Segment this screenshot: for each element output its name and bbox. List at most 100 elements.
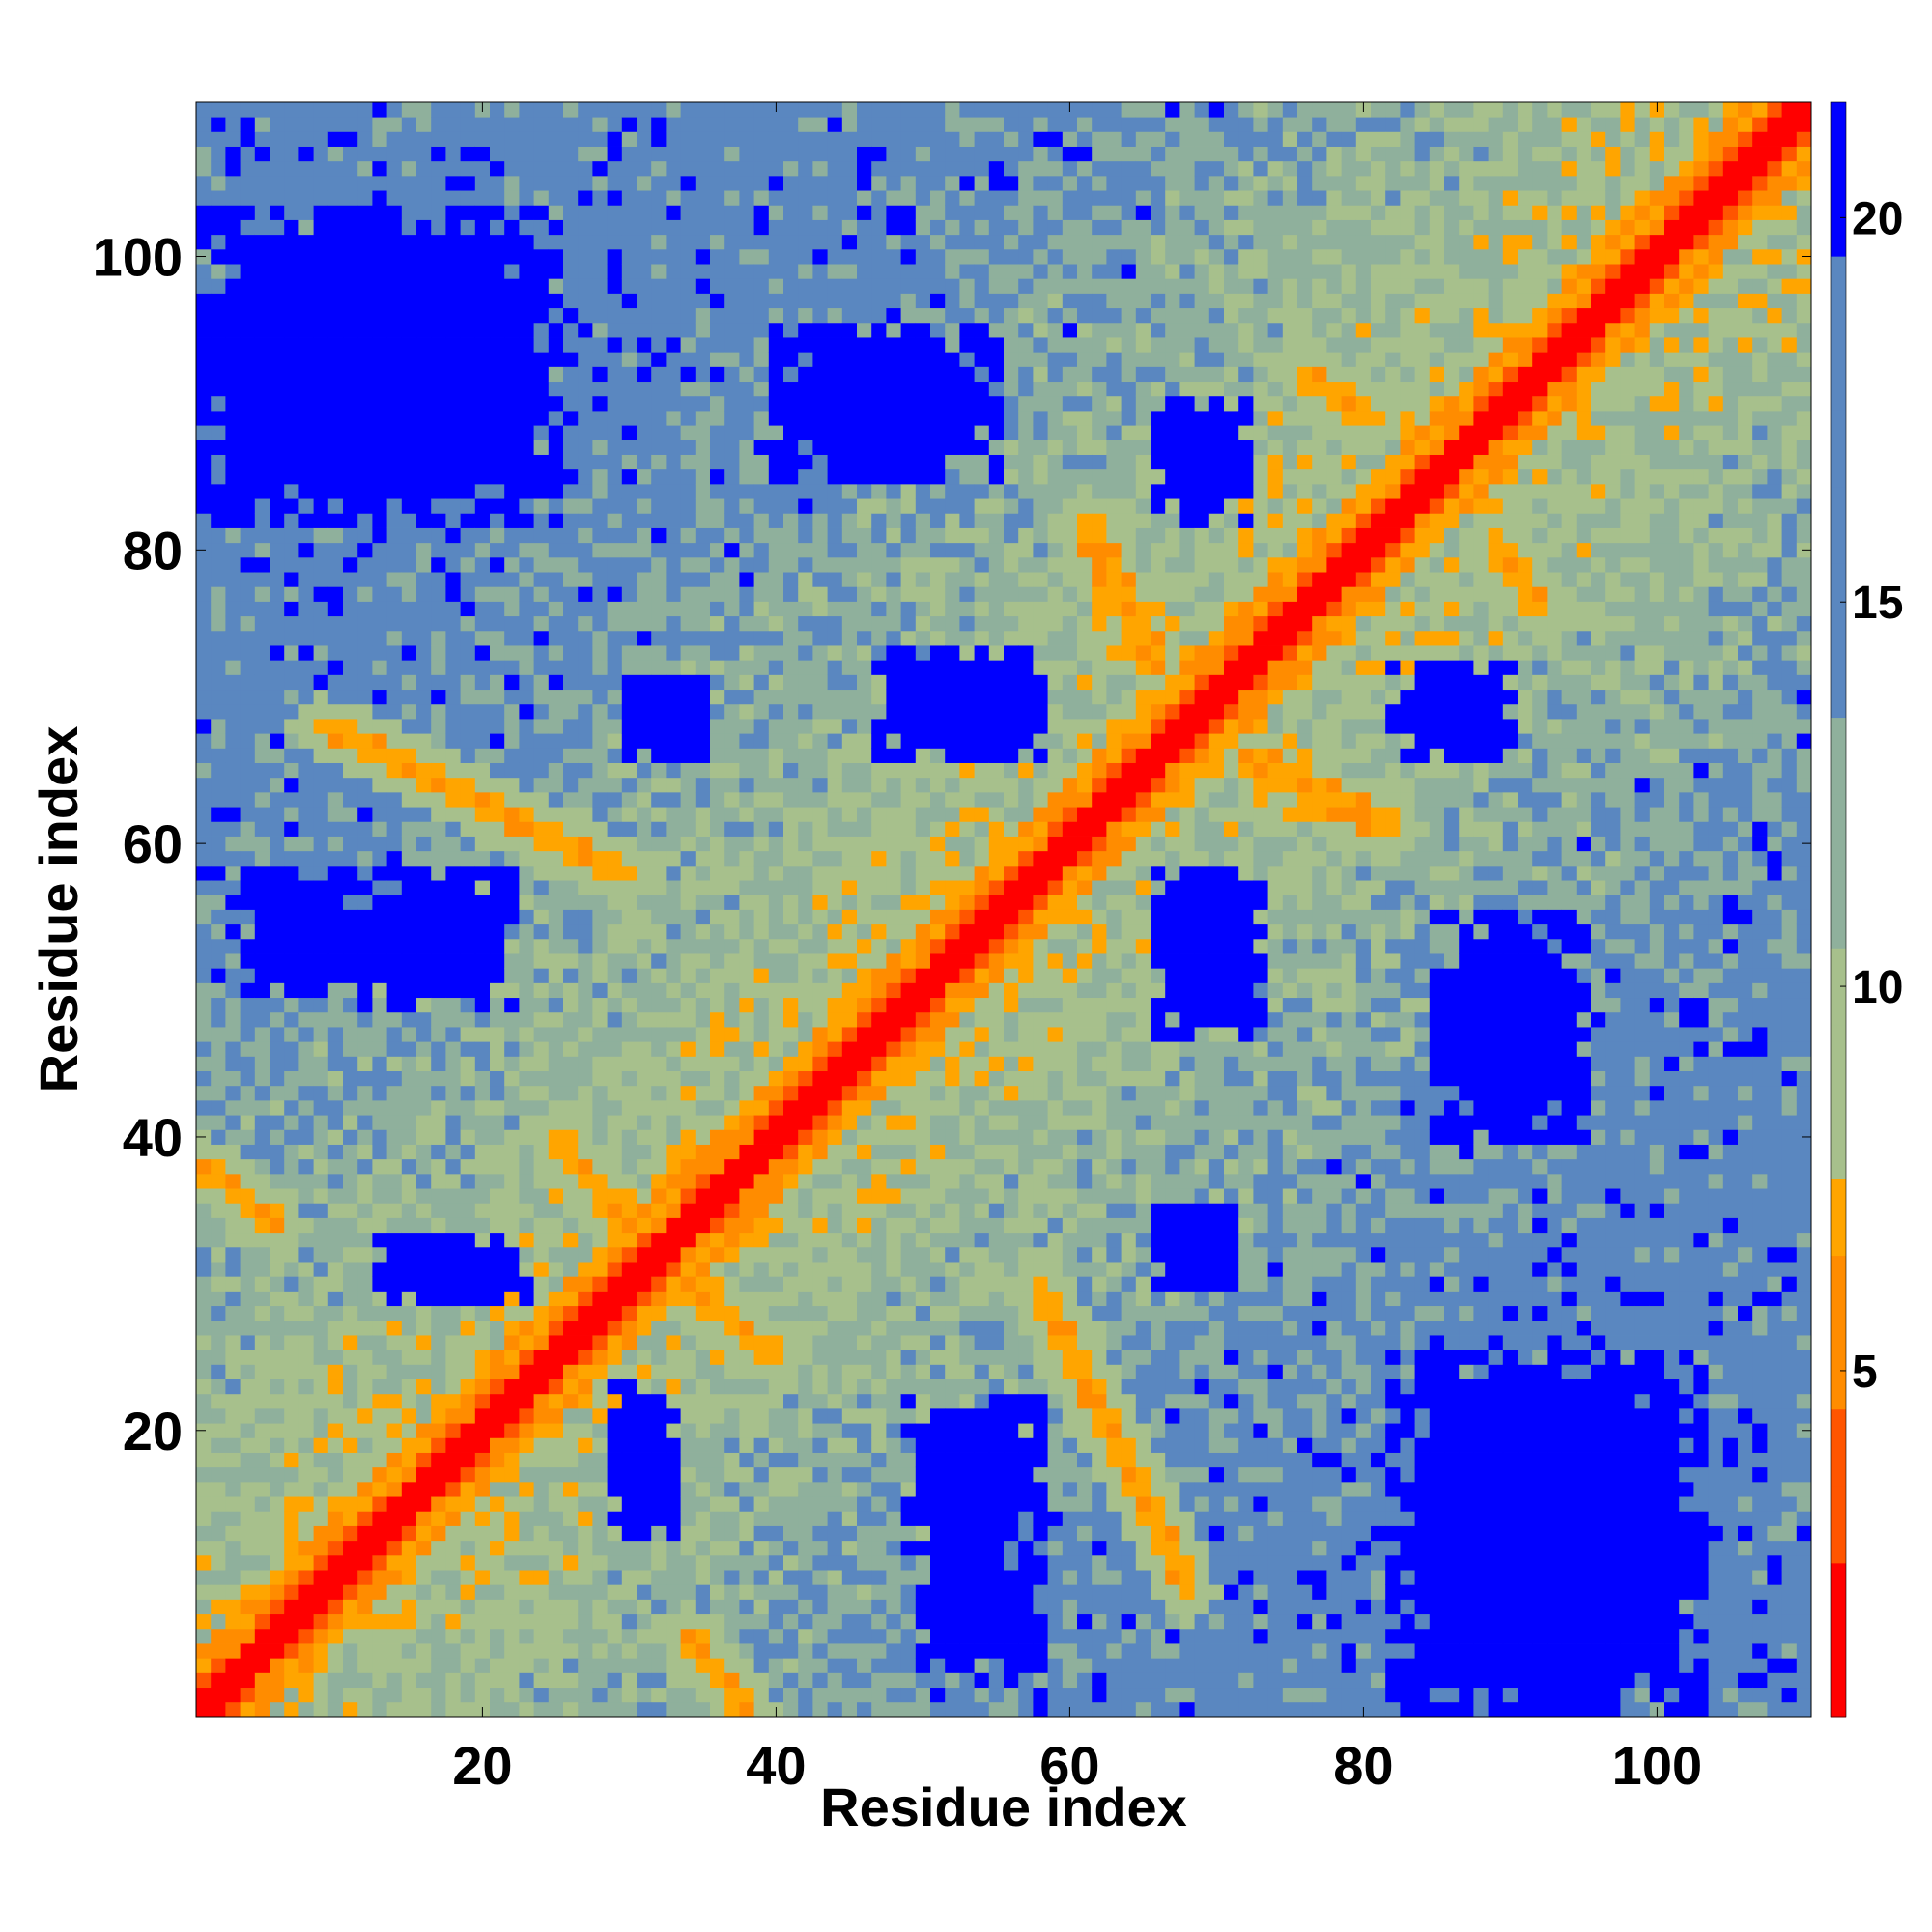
heatmap-cell xyxy=(284,938,299,954)
heatmap-cell xyxy=(563,1276,579,1292)
heatmap-cell xyxy=(474,660,491,675)
heatmap-cell xyxy=(798,1643,813,1659)
heatmap-cell xyxy=(724,1584,740,1600)
heatmap-cell xyxy=(578,411,593,426)
heatmap-cell xyxy=(753,645,770,661)
heatmap-cell xyxy=(431,219,446,236)
heatmap-cell xyxy=(460,1452,476,1468)
heatmap-cell xyxy=(372,102,387,118)
heatmap-cell xyxy=(254,1305,270,1321)
heatmap-cell xyxy=(313,703,329,720)
heatmap-cell xyxy=(445,1554,461,1571)
heatmap-cell xyxy=(445,513,461,528)
heatmap-cell xyxy=(504,498,520,514)
heatmap-cell xyxy=(783,1085,799,1101)
heatmap-cell xyxy=(386,703,403,720)
heatmap-cell xyxy=(533,1613,550,1630)
heatmap-cell xyxy=(431,1099,446,1116)
heatmap-cell xyxy=(225,411,241,426)
heatmap-cell xyxy=(401,1129,417,1145)
heatmap-cell xyxy=(827,791,843,808)
heatmap-cell xyxy=(533,733,550,749)
heatmap-cell xyxy=(416,703,432,720)
heatmap-cell xyxy=(298,1173,314,1189)
heatmap-cell xyxy=(783,1378,799,1395)
heatmap-cell xyxy=(798,880,813,895)
heatmap-cell xyxy=(783,322,799,338)
heatmap-cell xyxy=(284,733,299,749)
heatmap-cell xyxy=(519,1099,534,1116)
heatmap-cell xyxy=(519,513,534,528)
heatmap-cell xyxy=(621,556,638,573)
heatmap-cell xyxy=(783,1246,799,1263)
heatmap-cell xyxy=(563,1437,579,1453)
heatmap-cell xyxy=(284,1056,299,1071)
heatmap-cell xyxy=(827,1393,843,1409)
heatmap-cell xyxy=(651,1203,667,1218)
heatmap-cell xyxy=(460,248,476,265)
heatmap-cell xyxy=(827,1672,843,1689)
heatmap-cell xyxy=(651,572,667,587)
heatmap-cell xyxy=(372,1511,387,1526)
heatmap-cell xyxy=(313,586,329,602)
heatmap-cell xyxy=(710,1291,725,1307)
heatmap-cell xyxy=(666,674,681,691)
heatmap-cell xyxy=(225,968,241,983)
heatmap-cell xyxy=(724,1276,740,1292)
heatmap-cell xyxy=(680,513,696,528)
heatmap-cell xyxy=(563,1115,579,1130)
heatmap-cell xyxy=(416,1115,432,1130)
heatmap-cell xyxy=(621,1011,638,1028)
heatmap-cell xyxy=(563,160,579,177)
heatmap-cell xyxy=(724,1027,740,1042)
heatmap-cell xyxy=(710,307,725,324)
heatmap-cell xyxy=(460,1291,476,1307)
heatmap-cell xyxy=(724,278,740,294)
heatmap-cell xyxy=(445,337,461,353)
heatmap-cell xyxy=(460,483,476,499)
heatmap-cell xyxy=(768,513,784,528)
heatmap-cell xyxy=(637,513,652,528)
heatmap-cell xyxy=(533,542,550,558)
heatmap-cell xyxy=(225,1481,241,1497)
heatmap-cell xyxy=(812,248,828,265)
heatmap-cell xyxy=(783,748,799,763)
heatmap-cell xyxy=(313,190,329,206)
heatmap-cell xyxy=(313,1364,329,1380)
heatmap-cell xyxy=(298,1628,314,1644)
heatmap-cell xyxy=(372,498,387,514)
heatmap-cell xyxy=(724,572,740,587)
heatmap-cell xyxy=(857,1407,872,1424)
heatmap-cell xyxy=(592,997,608,1013)
heatmap-cell xyxy=(211,836,226,852)
heatmap-cell xyxy=(211,1613,226,1630)
heatmap-cell xyxy=(592,1320,608,1336)
heatmap-cell xyxy=(533,1393,550,1409)
heatmap-cell xyxy=(254,1173,270,1189)
heatmap-cell xyxy=(739,1011,754,1028)
heatmap-cell xyxy=(739,307,754,324)
heatmap-cell xyxy=(270,1452,285,1468)
heatmap-cell xyxy=(504,381,520,397)
heatmap-cell xyxy=(490,674,505,691)
heatmap-cell xyxy=(445,117,461,132)
heatmap-cell xyxy=(431,146,446,162)
heatmap-cell xyxy=(607,1291,623,1307)
heatmap-cell xyxy=(225,880,241,895)
heatmap-cell xyxy=(519,1423,534,1438)
heatmap-cell xyxy=(474,1407,491,1424)
heatmap-cell xyxy=(666,1570,681,1585)
heatmap-cell xyxy=(724,1423,740,1438)
heatmap-cell xyxy=(416,248,432,265)
heatmap-cell xyxy=(637,264,652,279)
heatmap-cell xyxy=(827,1027,843,1042)
heatmap-cell xyxy=(416,1378,432,1395)
heatmap-cell xyxy=(666,938,681,954)
heatmap-cell xyxy=(416,293,432,309)
heatmap-cell xyxy=(474,1599,491,1615)
heatmap-cell xyxy=(548,234,564,250)
heatmap-cell xyxy=(768,1320,784,1336)
heatmap-cell xyxy=(240,219,256,236)
heatmap-cell xyxy=(490,909,505,925)
heatmap-cell xyxy=(812,953,828,969)
